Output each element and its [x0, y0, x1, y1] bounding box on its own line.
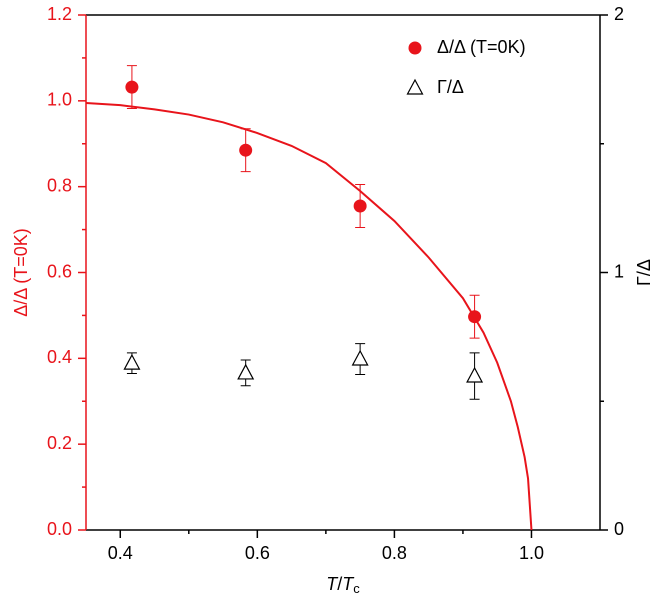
legend-marker [408, 41, 422, 55]
y-axis-label: Δ/Δ (T=0K) [11, 228, 31, 317]
y-tick-label: 0.2 [47, 433, 72, 453]
y-tick-label: 1.0 [47, 90, 72, 110]
y2-axis-label: Γ/Δ [634, 259, 654, 286]
legend-label: Γ/Δ [437, 77, 464, 97]
data-point [353, 199, 367, 213]
data-point [466, 366, 484, 383]
y2-tick-label: 2 [614, 4, 624, 24]
data-point [239, 143, 253, 157]
y-tick-label: 0.4 [47, 347, 72, 367]
y-tick-label: 0.0 [47, 519, 72, 539]
data-point [237, 363, 255, 380]
x-axis-label-part: c [353, 581, 360, 596]
x-axis-label: T/Tc [326, 574, 360, 597]
x-tick-label: 0.4 [108, 543, 133, 563]
y2-tick-label: 1 [614, 261, 624, 281]
y-tick-label: 0.8 [47, 175, 72, 195]
x-tick-label: 1.0 [519, 543, 544, 563]
data-point [123, 353, 141, 370]
x-axis-label-part: T [326, 574, 339, 594]
x-axis-label-part: / [337, 574, 342, 594]
legend-label: Δ/Δ (T=0K) [437, 37, 526, 57]
legend-marker [406, 78, 424, 95]
x-tick-label: 0.8 [382, 543, 407, 563]
x-axis-label-part: T [342, 574, 355, 594]
y2-tick-label: 0 [614, 519, 624, 539]
fit-line [85, 101, 533, 531]
y-tick-label: 1.2 [47, 4, 72, 24]
x-tick-label: 0.6 [245, 543, 270, 563]
data-point [125, 80, 139, 94]
y-tick-label: 0.6 [47, 261, 72, 281]
data-point [351, 349, 369, 366]
